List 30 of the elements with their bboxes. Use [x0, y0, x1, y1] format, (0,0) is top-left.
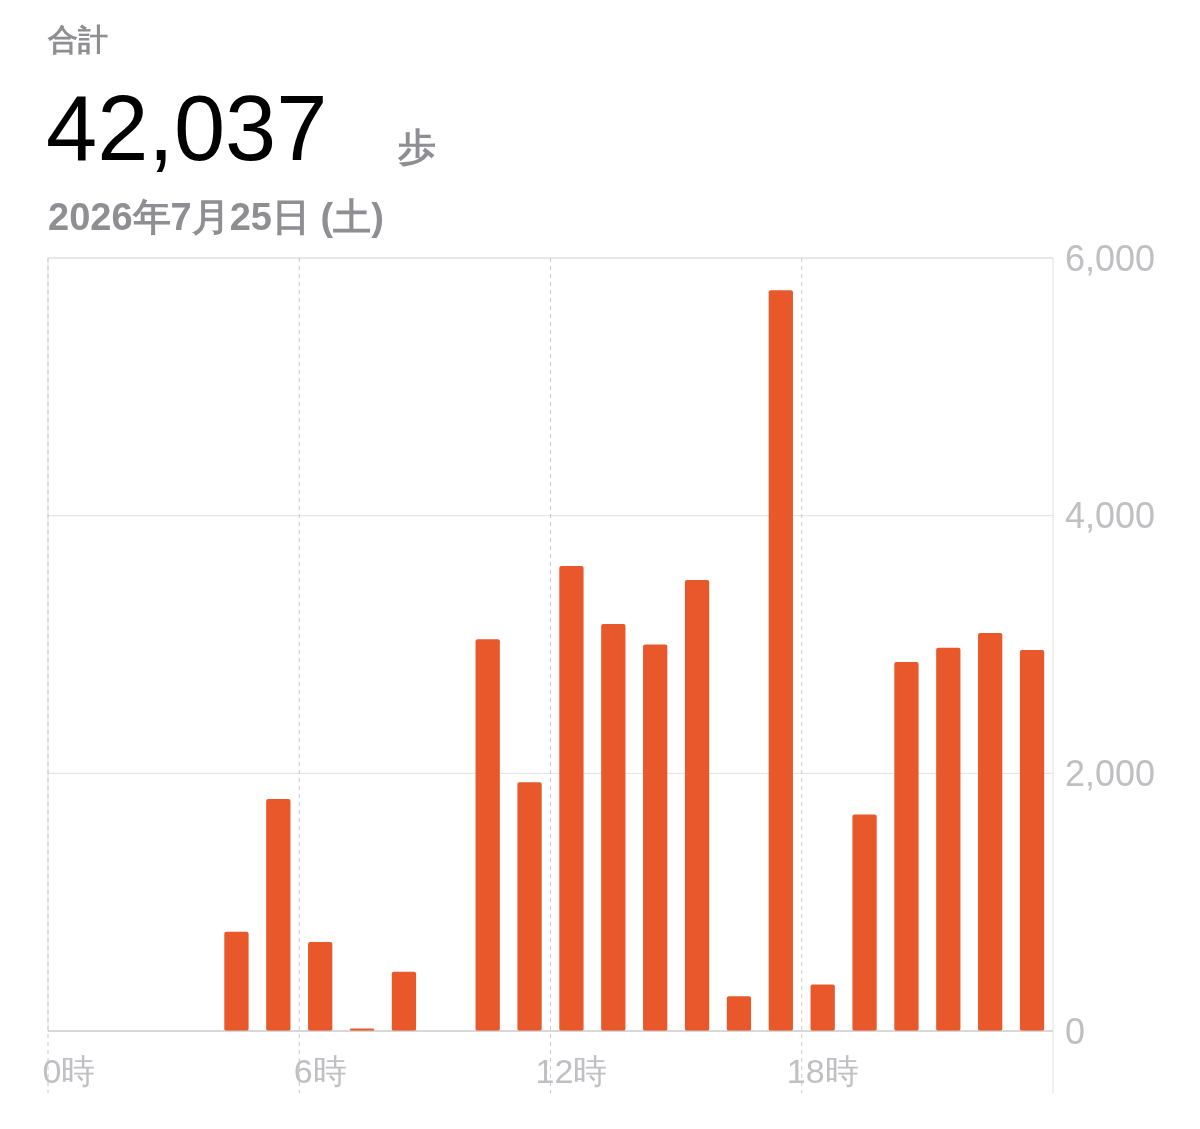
bar — [768, 290, 793, 1031]
y-tick-label: 4,000 — [1065, 495, 1156, 537]
text: 42,037 — [46, 77, 328, 179]
x-tick-label: 0時 — [42, 1052, 96, 1090]
x-tick-label: 18時 — [786, 1052, 859, 1090]
bar — [266, 799, 291, 1031]
text: 歩 — [397, 126, 436, 168]
bar — [978, 632, 1003, 1031]
chart-subtitle: 2026年7月25日 (土) — [48, 196, 384, 238]
bar — [643, 644, 668, 1031]
y-tick-label: 6,000 — [1065, 237, 1156, 279]
bar — [559, 565, 584, 1031]
y-tick-label: 0 — [1065, 1010, 1086, 1052]
x-tick-label: 12時 — [535, 1052, 608, 1090]
bar — [475, 639, 500, 1031]
bar — [684, 580, 710, 1031]
bar — [224, 931, 249, 1031]
y-tick-label: 2,000 — [1065, 752, 1156, 794]
bar — [810, 984, 835, 1031]
bar — [308, 942, 333, 1031]
bar — [936, 647, 961, 1031]
bar — [726, 996, 752, 1031]
bar — [517, 782, 542, 1031]
bar — [852, 814, 877, 1031]
bar — [894, 661, 919, 1031]
bar — [601, 623, 626, 1031]
bar — [391, 971, 417, 1031]
x-tick-label: 6時 — [293, 1052, 347, 1090]
chart-title: 合計 — [47, 23, 108, 56]
bar — [1019, 649, 1045, 1031]
